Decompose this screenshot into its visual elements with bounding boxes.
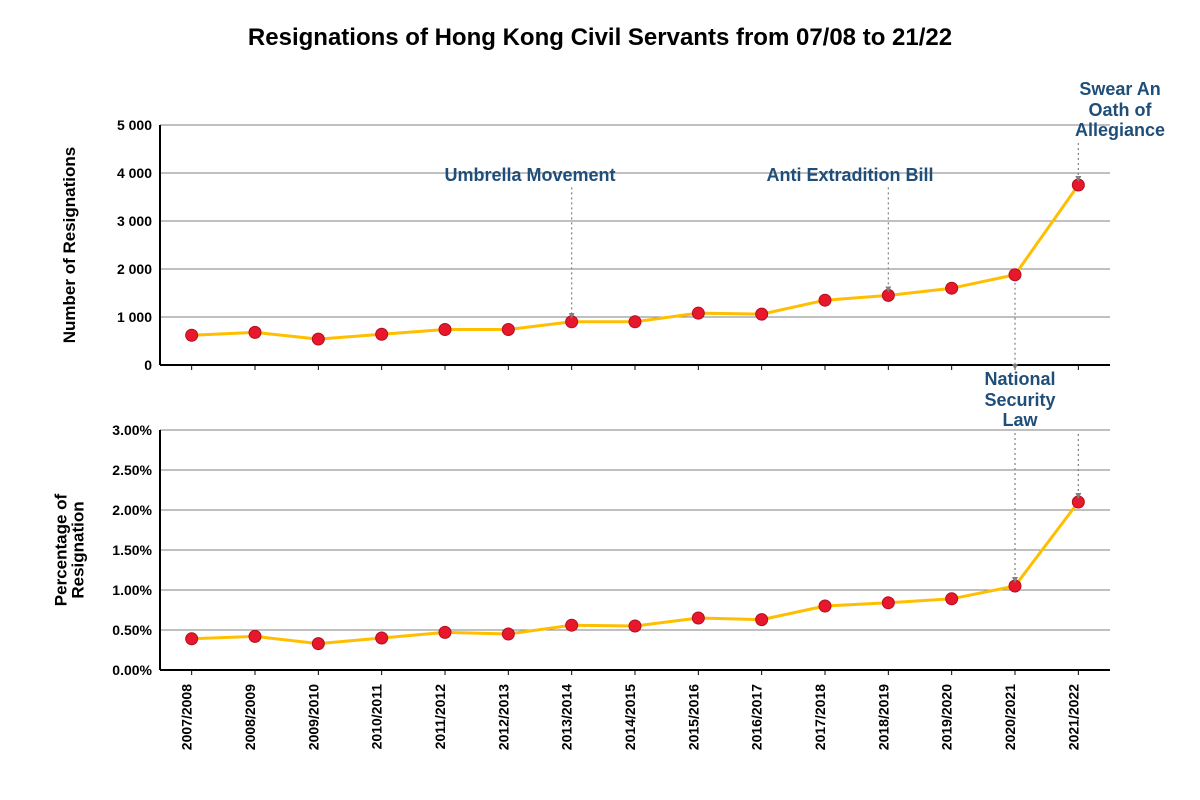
svg-text:4 000: 4 000 bbox=[117, 165, 152, 181]
svg-text:2017/2018: 2017/2018 bbox=[812, 684, 828, 750]
svg-text:2020/2021: 2020/2021 bbox=[1002, 684, 1018, 750]
svg-text:0.50%: 0.50% bbox=[112, 622, 152, 638]
annotation-umbrella: Umbrella Movement bbox=[445, 165, 616, 186]
svg-text:2011/2012: 2011/2012 bbox=[432, 684, 448, 750]
svg-text:2009/2010: 2009/2010 bbox=[305, 684, 321, 750]
svg-text:2016/2017: 2016/2017 bbox=[749, 684, 765, 750]
svg-text:0.00%: 0.00% bbox=[112, 662, 152, 678]
annotation-oath: Swear An Oath of Allegiance bbox=[1075, 79, 1165, 141]
svg-text:3.00%: 3.00% bbox=[112, 422, 152, 438]
svg-text:2008/2009: 2008/2009 bbox=[242, 684, 258, 750]
svg-text:2010/2011: 2010/2011 bbox=[369, 684, 385, 750]
svg-text:1.50%: 1.50% bbox=[112, 542, 152, 558]
svg-text:1 000: 1 000 bbox=[117, 309, 152, 325]
svg-text:Number of Resignations: Number of Resignations bbox=[60, 147, 79, 343]
svg-text:2007/2008: 2007/2008 bbox=[179, 684, 195, 750]
svg-text:2015/2016: 2015/2016 bbox=[685, 684, 701, 750]
svg-text:2013/2014: 2013/2014 bbox=[559, 684, 575, 750]
svg-text:1.00%: 1.00% bbox=[112, 582, 152, 598]
svg-text:0: 0 bbox=[144, 357, 152, 373]
annotation-nsl: National Security Law bbox=[985, 369, 1056, 431]
chart-page: Resignations of Hong Kong Civil Servants… bbox=[0, 0, 1200, 800]
svg-text:2.50%: 2.50% bbox=[112, 462, 152, 478]
svg-text:2021/2022: 2021/2022 bbox=[1065, 684, 1081, 750]
svg-text:2012/2013: 2012/2013 bbox=[495, 684, 511, 750]
svg-text:5 000: 5 000 bbox=[117, 117, 152, 133]
svg-text:2 000: 2 000 bbox=[117, 261, 152, 277]
svg-text:2018/2019: 2018/2019 bbox=[875, 684, 891, 750]
annotation-anti-ext: Anti Extradition Bill bbox=[767, 165, 934, 186]
svg-text:2014/2015: 2014/2015 bbox=[622, 684, 638, 750]
svg-text:2.00%: 2.00% bbox=[112, 502, 152, 518]
page-title: Resignations of Hong Kong Civil Servants… bbox=[0, 24, 1200, 52]
svg-text:3 000: 3 000 bbox=[117, 213, 152, 229]
svg-text:2019/2020: 2019/2020 bbox=[939, 684, 955, 750]
svg-text:Percentage ofResignation: Percentage ofResignation bbox=[52, 493, 88, 606]
